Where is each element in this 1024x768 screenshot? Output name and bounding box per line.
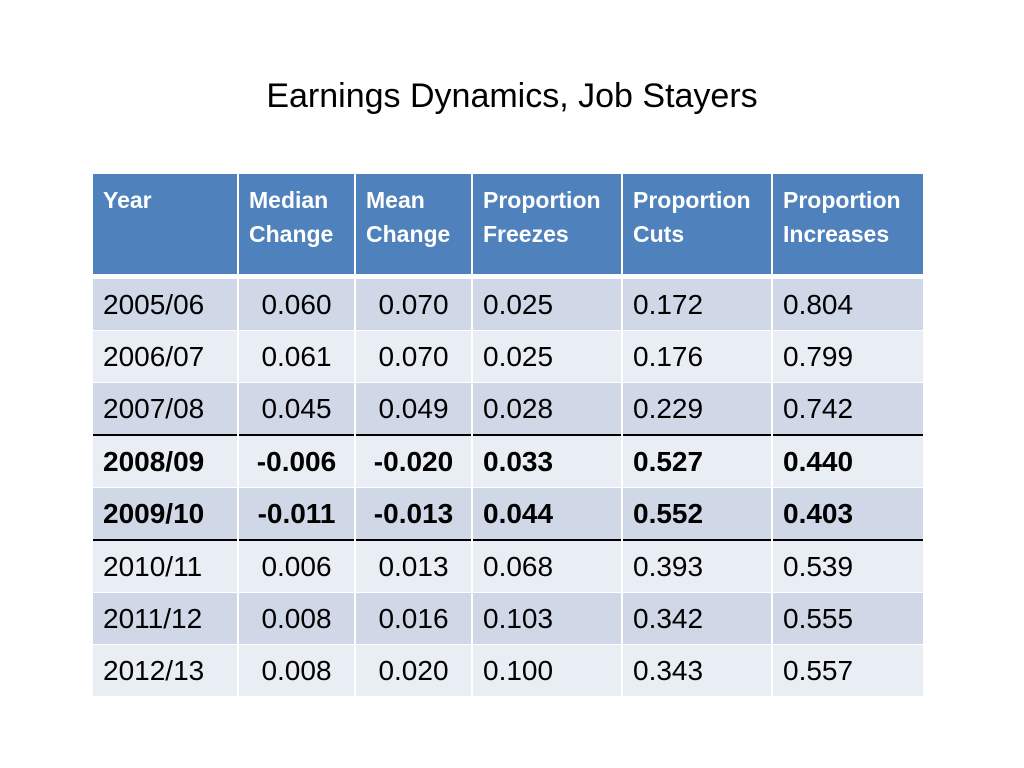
cell-proportion-increases: 0.539: [772, 539, 923, 592]
table-row: 2007/08 0.045 0.049 0.028 0.229 0.742: [93, 382, 923, 435]
table-row: 2010/11 0.006 0.013 0.068 0.393 0.539: [93, 539, 923, 592]
cell-proportion-freezes: 0.033: [472, 434, 623, 487]
header-line: Cuts: [633, 221, 685, 247]
header-line: Change: [249, 221, 334, 247]
cell-median-change: 0.006: [238, 539, 356, 592]
header-line: Proportion: [483, 187, 601, 213]
cell-proportion-increases: 0.557: [772, 644, 923, 696]
table-row: 2012/13 0.008 0.020 0.100 0.343 0.557: [93, 644, 923, 696]
header-line: Freezes: [483, 221, 569, 247]
cell-median-change: 0.060: [238, 276, 356, 330]
cell-proportion-freezes: 0.103: [472, 592, 623, 644]
cell-proportion-cuts: 0.229: [622, 382, 773, 435]
cell-mean-change: 0.013: [355, 539, 473, 592]
header-proportion-cuts: Proportion Cuts: [622, 174, 773, 276]
cell-year: 2009/10: [93, 487, 239, 540]
cell-proportion-cuts: 0.393: [622, 539, 773, 592]
header-line: Median: [249, 187, 329, 213]
cell-proportion-freezes: 0.025: [472, 276, 623, 330]
cell-year: 2010/11: [93, 539, 239, 592]
cell-year: 2012/13: [93, 644, 239, 696]
table-row: 2005/06 0.060 0.070 0.025 0.172 0.804: [93, 276, 923, 330]
header-line: Change: [366, 221, 451, 247]
table-header-row: Year Median Change Mean Change Proportion F…: [93, 174, 923, 276]
cell-mean-change: 0.016: [355, 592, 473, 644]
cell-proportion-increases: 0.742: [772, 382, 923, 435]
table-row-highlighted: 2009/10 -0.011 -0.013 0.044 0.552 0.403: [93, 487, 923, 540]
cell-median-change: 0.008: [238, 644, 356, 696]
header-proportion-freezes: Proportion Freezes: [472, 174, 623, 276]
header-proportion-increases: Proportion Increases: [772, 174, 923, 276]
header-median-change: Median Change: [238, 174, 356, 276]
earnings-table: Year Median Change Mean Change Proportion F…: [93, 174, 923, 696]
header-line: Proportion: [783, 187, 901, 213]
cell-proportion-increases: 0.799: [772, 330, 923, 382]
cell-proportion-increases: 0.440: [772, 434, 923, 487]
cell-proportion-cuts: 0.176: [622, 330, 773, 382]
cell-proportion-freezes: 0.025: [472, 330, 623, 382]
header-line: Mean: [366, 187, 425, 213]
cell-proportion-freezes: 0.100: [472, 644, 623, 696]
table-row-highlighted: 2008/09 -0.006 -0.020 0.033 0.527 0.440: [93, 434, 923, 487]
header-year: Year: [93, 174, 239, 276]
cell-proportion-increases: 0.804: [772, 276, 923, 330]
cell-proportion-cuts: 0.527: [622, 434, 773, 487]
cell-mean-change: 0.049: [355, 382, 473, 435]
header-line: Year: [103, 187, 152, 213]
cell-year: 2011/12: [93, 592, 239, 644]
cell-year: 2005/06: [93, 276, 239, 330]
cell-proportion-cuts: 0.342: [622, 592, 773, 644]
cell-mean-change: -0.020: [355, 434, 473, 487]
cell-proportion-freezes: 0.068: [472, 539, 623, 592]
cell-proportion-cuts: 0.172: [622, 276, 773, 330]
cell-year: 2006/07: [93, 330, 239, 382]
cell-median-change: 0.008: [238, 592, 356, 644]
cell-mean-change: 0.020: [355, 644, 473, 696]
cell-mean-change: -0.013: [355, 487, 473, 540]
cell-year: 2008/09: [93, 434, 239, 487]
cell-mean-change: 0.070: [355, 276, 473, 330]
cell-proportion-cuts: 0.343: [622, 644, 773, 696]
slide-title: Earnings Dynamics, Job Stayers: [266, 77, 758, 115]
cell-proportion-increases: 0.403: [772, 487, 923, 540]
cell-median-change: -0.006: [238, 434, 356, 487]
header-line: Increases: [783, 221, 890, 247]
header-mean-change: Mean Change: [355, 174, 473, 276]
cell-proportion-freezes: 0.028: [472, 382, 623, 435]
cell-median-change: -0.011: [238, 487, 356, 540]
table-row: 2006/07 0.061 0.070 0.025 0.176 0.799: [93, 330, 923, 382]
cell-proportion-increases: 0.555: [772, 592, 923, 644]
cell-proportion-freezes: 0.044: [472, 487, 623, 540]
header-line: Proportion: [633, 187, 751, 213]
table-row: 2011/12 0.008 0.016 0.103 0.342 0.555: [93, 592, 923, 644]
cell-year: 2007/08: [93, 382, 239, 435]
cell-proportion-cuts: 0.552: [622, 487, 773, 540]
cell-mean-change: 0.070: [355, 330, 473, 382]
cell-median-change: 0.061: [238, 330, 356, 382]
cell-median-change: 0.045: [238, 382, 356, 435]
